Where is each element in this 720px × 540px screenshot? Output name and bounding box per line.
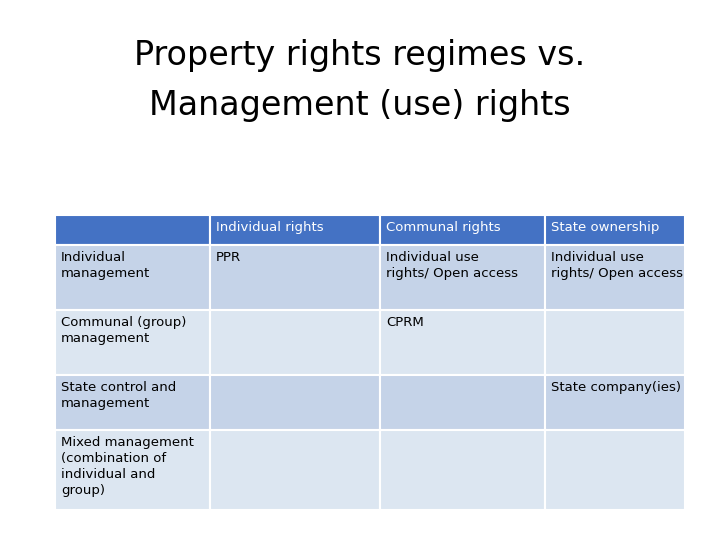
Text: Individual rights: Individual rights — [216, 221, 323, 234]
Text: Management (use) rights: Management (use) rights — [149, 89, 571, 122]
Text: Communal (group)
management: Communal (group) management — [61, 316, 186, 345]
Bar — [210, 430, 380, 510]
Bar — [545, 375, 685, 430]
Text: Mixed management
(combination of
individual and
group): Mixed management (combination of individ… — [61, 436, 194, 497]
Text: Individual use
rights/ Open access: Individual use rights/ Open access — [551, 251, 683, 280]
Bar — [210, 375, 380, 430]
Bar — [210, 310, 380, 375]
Text: State ownership: State ownership — [551, 221, 660, 234]
Bar — [55, 310, 210, 375]
Bar — [55, 375, 210, 430]
Text: Property rights regimes vs.: Property rights regimes vs. — [135, 38, 585, 71]
Bar — [210, 215, 380, 245]
Text: Individual
management: Individual management — [61, 251, 150, 280]
Bar — [545, 215, 685, 245]
Bar — [380, 245, 545, 310]
Bar — [55, 245, 210, 310]
Text: PPR: PPR — [216, 251, 241, 264]
Text: CPRM: CPRM — [386, 316, 424, 329]
Bar — [210, 245, 380, 310]
Bar — [55, 430, 210, 510]
Text: State company(ies): State company(ies) — [551, 381, 681, 394]
Bar — [380, 215, 545, 245]
Bar — [545, 430, 685, 510]
Bar — [380, 310, 545, 375]
Text: Communal rights: Communal rights — [386, 221, 500, 234]
Text: Individual use
rights/ Open access: Individual use rights/ Open access — [386, 251, 518, 280]
Bar — [545, 245, 685, 310]
Bar — [55, 215, 210, 245]
Bar — [545, 310, 685, 375]
Text: State control and
management: State control and management — [61, 381, 176, 410]
Bar — [380, 375, 545, 430]
Bar — [380, 430, 545, 510]
